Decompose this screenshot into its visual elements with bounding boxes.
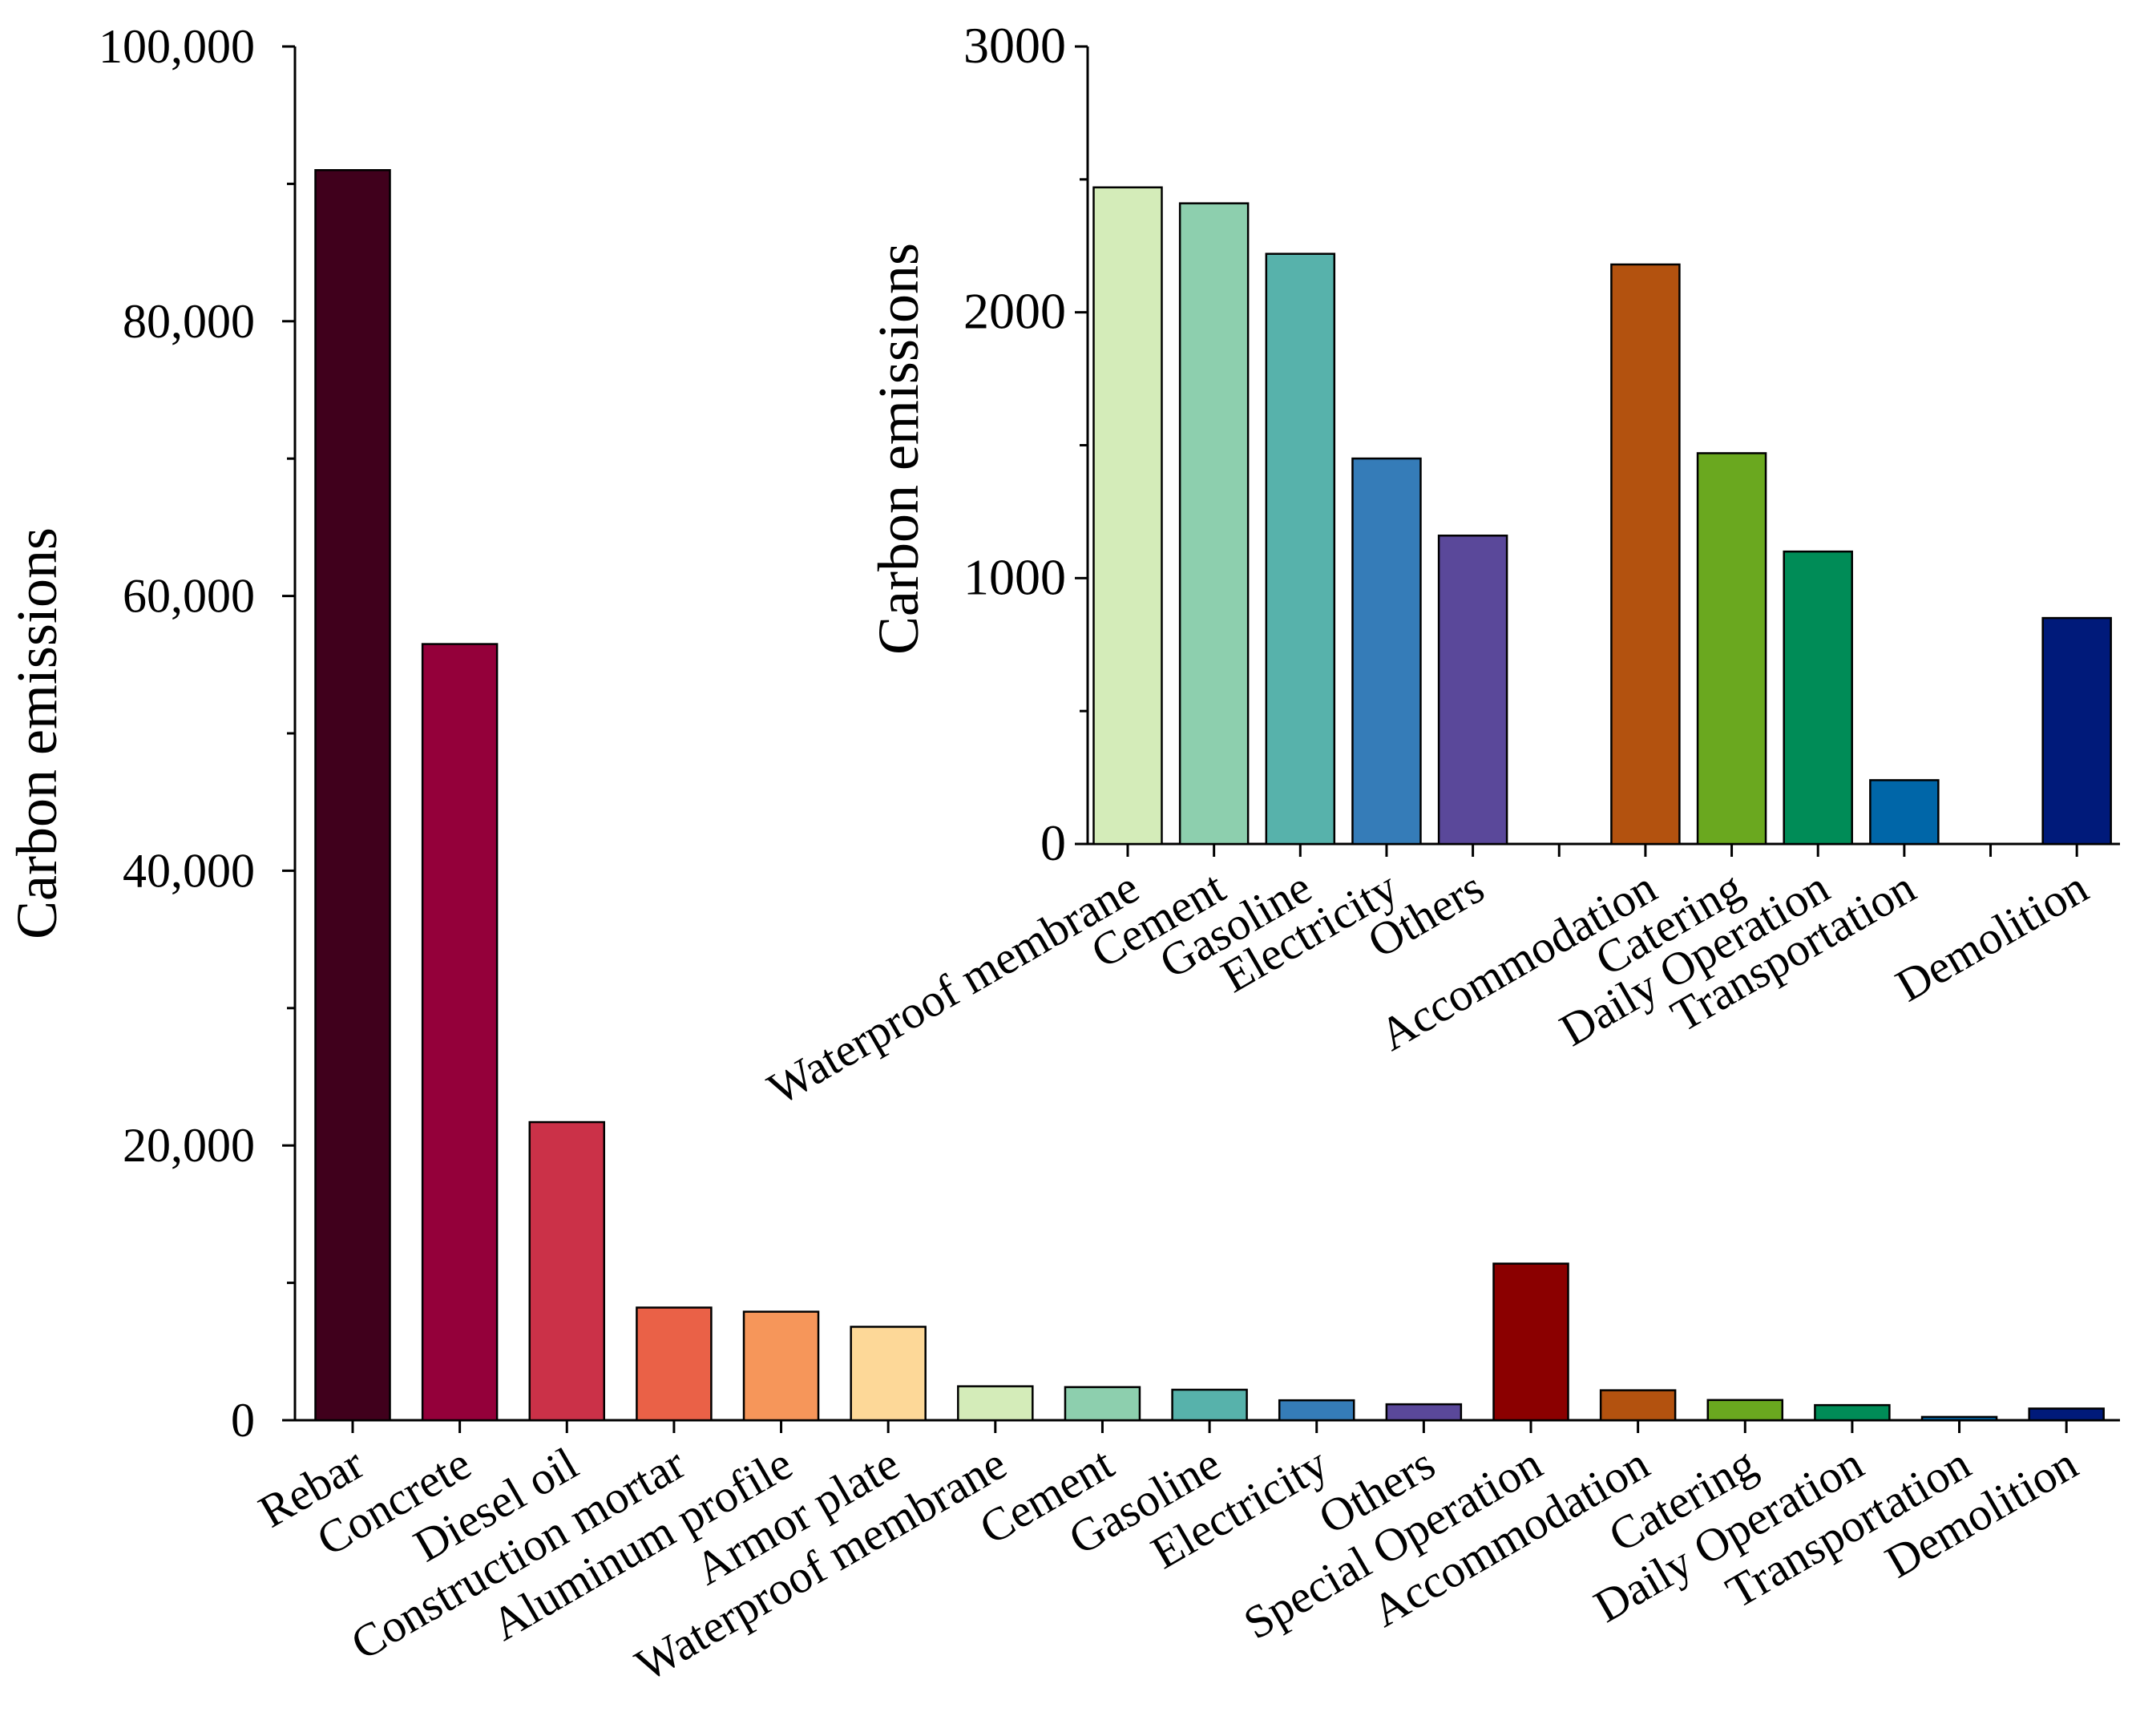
main-ytick-label: 80,000 [123,295,255,348]
main-bar-rebar [314,169,391,1422]
main-bar-construction-mortar [636,1306,713,1422]
main-bar-daily-operation [1814,1403,1891,1422]
main-y-axis-title: Carbon emissions [5,527,69,939]
main-bar-cement [1064,1386,1141,1422]
main-ytick-label: 60,000 [123,570,255,623]
inset-category-label-waterproof-membrane: Waterproof membrane [759,861,1147,1115]
inset-bar-electricity [1351,457,1422,846]
inset-bar-demolition [2041,616,2112,846]
inset-bar-catering [1696,452,1767,846]
inset-bar-accommodation [1610,263,1681,846]
inset-bar-cement [1178,202,1250,846]
main-bar-accommodation [1599,1389,1677,1422]
main-bar-special-operation [1492,1262,1569,1422]
inset-y-axis-title: Carbon emissions [866,243,931,655]
main-bar-demolition [2028,1407,2105,1422]
inset-bar-others [1437,535,1508,846]
inset-bar-waterproof-membrane [1092,186,1163,846]
main-ytick-label: 20,000 [123,1119,255,1172]
main-bar-catering [1706,1399,1784,1422]
inset-bar-transportation [1869,779,1940,846]
main-bar-others [1385,1403,1463,1422]
main-ytick-label: 0 [231,1394,255,1447]
main-bar-armor-plate [850,1326,927,1422]
main-bar-aluminum-profile [742,1310,820,1422]
inset-ytick-label: 0 [1040,814,1066,871]
main-bar-diesel-oil [528,1120,606,1422]
main-ytick-label: 100,000 [99,20,255,73]
inset-chart: 0 1000 2000 3000 Carbon emissions Waterproof … [759,17,2120,1115]
main-bar-electricity [1278,1399,1355,1422]
main-bar-gasoline [1171,1388,1248,1422]
inset-ytick-label: 2000 [963,283,1066,340]
inset-bar-daily-operation [1783,550,1853,846]
main-ytick-label: 40,000 [123,844,255,897]
main-bar-transportation [1920,1415,1998,1422]
main-bar-waterproof-membrane [957,1385,1034,1422]
inset-ytick-label: 1000 [963,548,1066,605]
inset-bar-gasoline [1265,252,1336,846]
inset-category-label-demolition: Demolition [1887,861,2096,1011]
main-bar-concrete [421,643,499,1422]
inset-ytick-label: 3000 [963,17,1066,74]
